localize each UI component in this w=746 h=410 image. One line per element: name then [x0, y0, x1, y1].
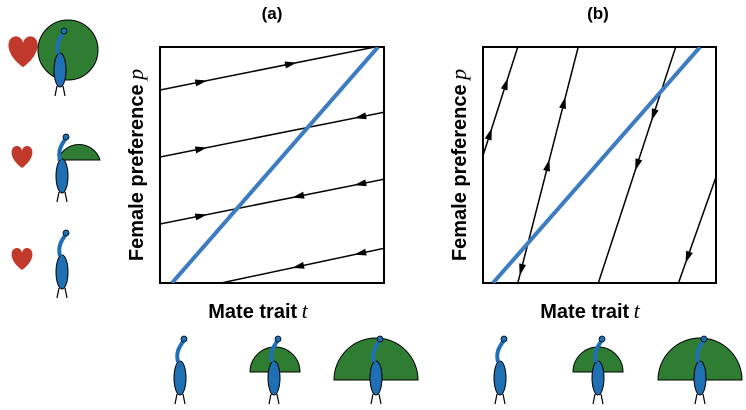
y-label-text: Female preference [449, 84, 471, 261]
arrow-head [195, 79, 207, 86]
y-axis-label: Female preference p [123, 69, 148, 261]
arrow-head [685, 251, 692, 263]
arrow-head [559, 97, 566, 109]
figure: (a) (b) Mate trait t Mate trait t Female… [0, 0, 746, 410]
arrow-head [485, 128, 492, 140]
equilibrium-line [493, 47, 700, 283]
y-symbol: p [446, 69, 471, 82]
y-symbol: p [123, 69, 148, 82]
arrow-head [543, 159, 550, 171]
x-label-text: Mate trait [208, 301, 297, 323]
panel-label: (a) [262, 4, 283, 23]
trait-icons [174, 336, 742, 404]
panel-label: (b) [587, 4, 609, 23]
x-axis-label: Mate trait t [540, 298, 640, 323]
preference-icons [9, 20, 100, 298]
arrow-head [195, 146, 207, 153]
panel-flows [480, 40, 722, 290]
x-symbol: t [302, 298, 309, 323]
x-label-text: Mate trait [540, 301, 629, 323]
panel-frame [483, 47, 716, 283]
flow-line [160, 44, 390, 90]
panel-flows [160, 44, 390, 296]
flow-line [480, 40, 520, 165]
y-label-text: Female preference [126, 84, 148, 261]
arrow-head [354, 112, 366, 119]
arrow-head [285, 62, 297, 69]
arrow-head [354, 249, 366, 256]
arrow-head [652, 108, 659, 120]
y-axis-label: Female preference p [446, 69, 471, 261]
arrow-head [292, 192, 304, 199]
arrow-head [292, 262, 304, 269]
arrow-head [195, 213, 207, 220]
x-axis-label: Mate trait t [208, 298, 308, 323]
arrow-head [501, 78, 508, 90]
arrow-head [354, 179, 366, 186]
flow-lines [160, 40, 722, 296]
arrow-head [519, 263, 526, 275]
arrow-head [635, 158, 642, 170]
panel-frame [160, 47, 384, 283]
x-symbol: t [634, 298, 641, 323]
